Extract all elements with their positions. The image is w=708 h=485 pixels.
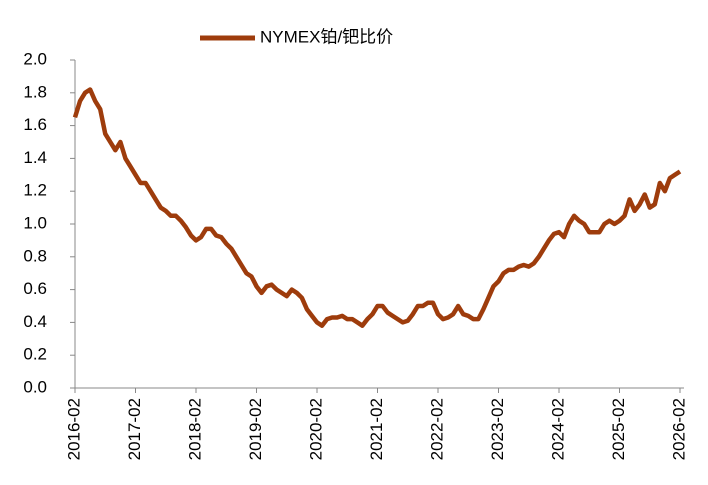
y-tick-label: 0.0	[23, 377, 47, 396]
x-tick-label: 2020-02	[306, 398, 325, 460]
x-tick-label: 2017-02	[125, 398, 144, 460]
x-tick-label: 2025-02	[609, 398, 628, 460]
x-tick-label: 2021-02	[367, 398, 386, 460]
x-tick-label: 2016-02	[64, 398, 83, 460]
y-tick-label: 0.8	[23, 246, 47, 265]
y-tick-label: 1.0	[23, 213, 47, 232]
series-line	[72, 87, 682, 328]
legend-label: NYMEX铂/钯比价	[260, 27, 393, 46]
y-tick-label: 2.0	[23, 49, 47, 68]
x-tick-label: 2022-02	[427, 398, 446, 460]
x-tick-label: 2026-02	[669, 398, 688, 460]
y-tick-label: 1.8	[23, 82, 47, 101]
y-tick-label: 0.2	[23, 345, 47, 364]
x-tick-label: 2024-02	[548, 398, 567, 460]
y-tick-label: 0.4	[23, 312, 47, 331]
x-tick-label: 2018-02	[185, 398, 204, 460]
y-tick-label: 0.6	[23, 279, 47, 298]
x-tick-label: 2023-02	[488, 398, 507, 460]
y-tick-label: 1.4	[23, 148, 47, 167]
y-tick-label: 1.2	[23, 181, 47, 200]
y-tick-label: 1.6	[23, 115, 47, 134]
x-tick-label: 2019-02	[246, 398, 265, 460]
